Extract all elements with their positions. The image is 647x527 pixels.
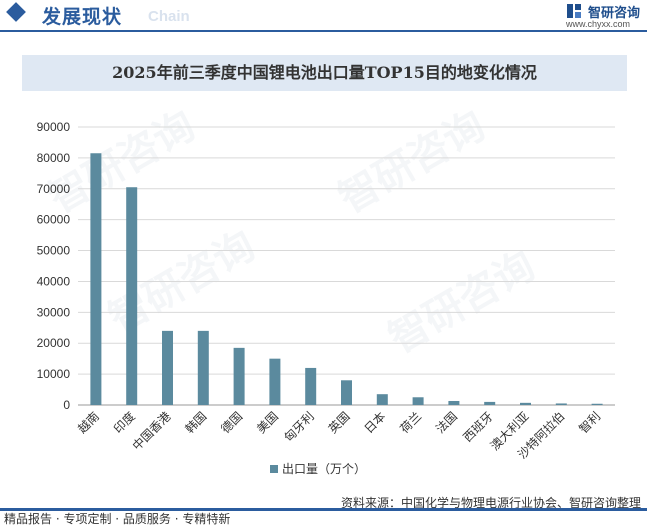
x-tick-label: 日本 (362, 409, 389, 436)
x-tick-label: 中国香港 (129, 409, 174, 454)
x-tick-label: 匈牙利 (281, 409, 316, 444)
brand-url: www.chyxx.com (566, 19, 631, 29)
y-tick-label: 60000 (37, 213, 71, 227)
page-header: 发展现状 Chain 智研咨询 www.chyxx.com (0, 0, 647, 30)
bar (555, 403, 567, 405)
bar (412, 397, 424, 405)
bar (484, 401, 496, 405)
chart-title-band (22, 55, 627, 91)
bar (591, 403, 603, 405)
footer-tagline: 精品报告 · 专项定制 · 品质服务 · 专精特新 (4, 512, 231, 526)
header-subtitle: Chain (148, 8, 190, 25)
bar (520, 402, 531, 405)
header-divider (0, 30, 647, 32)
y-tick-label: 50000 (37, 244, 71, 258)
brand-logo-icon (567, 4, 581, 18)
header-title: 发展现状 (42, 6, 123, 28)
x-tick-label: 韩国 (182, 409, 210, 437)
chart-legend: 出口量（万个） (270, 460, 366, 477)
y-tick-label: 10000 (37, 367, 71, 381)
y-tick-label: 20000 (37, 336, 71, 350)
y-tick-label: 40000 (37, 274, 71, 288)
y-tick-label: 0 (63, 398, 70, 412)
bar (126, 187, 138, 405)
source-band (300, 493, 644, 509)
bar (376, 394, 388, 405)
bar (269, 358, 281, 405)
bar (448, 400, 460, 405)
bar (90, 153, 102, 405)
bar (233, 347, 245, 405)
chart-title: 2025年前三季度中国锂电池出口量TOP15目的地变化情况 (112, 63, 537, 82)
x-tick-label: 智利 (576, 409, 604, 437)
bar (341, 380, 352, 405)
y-tick-label: 80000 (37, 151, 71, 165)
x-tick-label: 越南 (74, 409, 102, 437)
y-tick-label: 90000 (37, 120, 71, 134)
bar (197, 330, 209, 405)
source-note: 资料来源：中国化学与物理电源行业协会、智研咨询整理 (340, 496, 641, 510)
x-tick-label: 印度 (110, 409, 138, 437)
x-tick-label: 德国 (218, 409, 246, 437)
bar (305, 367, 317, 405)
brand-name: 智研咨询 (588, 6, 641, 21)
x-tick-label: 法国 (433, 409, 460, 436)
legend-label: 出口量（万个） (282, 462, 367, 476)
legend-swatch (270, 465, 278, 473)
footer-divider (0, 508, 647, 511)
x-tick-label: 英国 (326, 409, 353, 436)
x-tick-label: 美国 (254, 409, 281, 436)
y-tick-label: 30000 (37, 305, 71, 319)
y-tick-label: 70000 (37, 182, 71, 196)
x-tick-label: 荷兰 (397, 409, 424, 436)
bar (162, 330, 173, 405)
